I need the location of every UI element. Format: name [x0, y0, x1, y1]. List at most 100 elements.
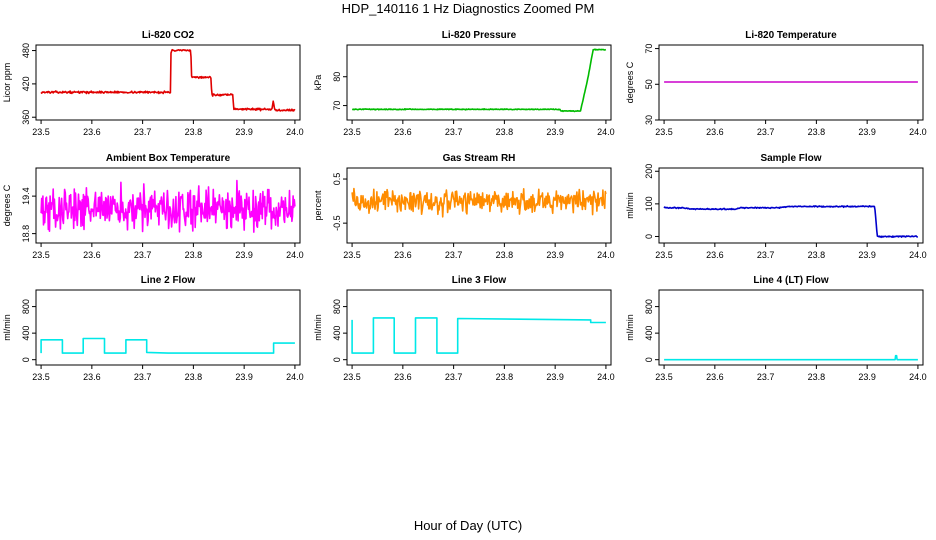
y-tick-label: 80	[332, 72, 342, 82]
x-tick-label: 23.9	[235, 250, 253, 260]
y-tick-label: 0	[21, 357, 31, 362]
panel-7: Line 2 Flow 23.5 23.6 23.7 23.8 23.9 24.0 0 400 8…	[2, 275, 304, 382]
y-axis-label: kPa	[313, 75, 323, 91]
panel-title: Li-820 Temperature	[745, 30, 837, 41]
series-line	[40, 337, 295, 354]
figure-xlabel: Hour of Day (UTC)	[413, 518, 523, 533]
x-tick-label: 23.9	[858, 372, 876, 382]
x-tick-label: 23.6	[394, 372, 412, 382]
x-tick-label: 23.8	[496, 250, 514, 260]
panel-6: Sample Flow 23.5 23.6 23.7 23.8 23.9 24.0 0 100 2…	[625, 153, 927, 260]
x-tick-label: 23.5	[32, 127, 50, 137]
series-line	[663, 204, 919, 239]
x-tick-label: 23.7	[134, 250, 152, 260]
y-tick-label: 360	[21, 110, 31, 125]
y-tick-label: 800	[332, 299, 342, 314]
x-tick-label: 23.8	[496, 372, 514, 382]
x-tick-label: 23.8	[185, 250, 203, 260]
panel-title: Li-820 Pressure	[442, 30, 517, 41]
x-tick-label: 23.5	[343, 127, 361, 137]
figure-title: HDP_140116 1 Hz Diagnostics Zoomed PM	[341, 1, 595, 16]
y-tick-label: 0	[332, 357, 342, 362]
y-tick-label: 70	[644, 44, 654, 54]
panel-title: Gas Stream RH	[443, 153, 516, 164]
panel-4: Ambient Box Temperature 23.5 23.6 23.7 23.8 2…	[2, 153, 304, 260]
y-tick-label: 400	[644, 326, 654, 341]
x-tick-label: 24.0	[909, 250, 927, 260]
y-axis-label: ml/min	[313, 314, 323, 341]
x-tick-label: 23.8	[808, 250, 826, 260]
x-tick-label: 23.5	[655, 127, 673, 137]
x-tick-label: 24.0	[597, 127, 615, 137]
y-tick-label: 200	[644, 164, 654, 179]
x-tick-label: 23.8	[496, 127, 514, 137]
x-tick-label: 23.6	[706, 372, 724, 382]
panel-title: Ambient Box Temperature	[106, 153, 231, 164]
y-axis-label: ml/min	[625, 314, 635, 341]
x-tick-label: 23.7	[445, 250, 463, 260]
x-tick-label: 23.9	[858, 127, 876, 137]
plot-frame	[658, 44, 924, 121]
plot-frame	[658, 167, 924, 244]
y-tick-label: 19.4	[21, 187, 31, 205]
y-tick-label: 420	[21, 76, 31, 91]
x-tick-label: 23.6	[394, 127, 412, 137]
x-tick-label: 24.0	[286, 127, 304, 137]
y-tick-label: 70	[332, 101, 342, 111]
x-tick-label: 23.9	[235, 127, 253, 137]
x-tick-label: 23.7	[757, 127, 775, 137]
panel-5: Gas Stream RH 23.5 23.6 23.7 23.8 23.9 24.0 -0.…	[313, 153, 615, 260]
x-tick-label: 23.8	[185, 372, 203, 382]
panel-8: Line 3 Flow 23.5 23.6 23.7 23.8 23.9 24.0 0 400 8…	[313, 275, 615, 382]
y-tick-label: 400	[21, 326, 31, 341]
panel-1: Li-820 CO2 23.5 23.6 23.7 23.8 23.9 24.0 360 420…	[2, 30, 304, 137]
x-tick-label: 23.9	[546, 372, 564, 382]
x-tick-label: 23.5	[32, 250, 50, 260]
y-tick-label: 18.8	[21, 225, 31, 243]
y-axis-label: Licor ppm	[2, 63, 12, 103]
x-tick-label: 24.0	[286, 372, 304, 382]
x-tick-label: 24.0	[909, 372, 927, 382]
y-axis-label: ml/min	[2, 314, 12, 341]
x-tick-label: 23.6	[394, 250, 412, 260]
series-line	[351, 48, 607, 113]
y-tick-label: 800	[644, 299, 654, 314]
x-tick-label: 23.8	[808, 127, 826, 137]
plot-frame	[346, 44, 612, 121]
plot-frame	[658, 289, 924, 366]
x-tick-label: 24.0	[286, 250, 304, 260]
x-tick-label: 23.6	[706, 127, 724, 137]
y-tick-label: 800	[21, 299, 31, 314]
y-tick-label: 50	[644, 79, 654, 89]
series-line	[351, 187, 607, 218]
panel-title: Line 4 (LT) Flow	[753, 275, 829, 286]
y-axis-label: percent	[313, 190, 323, 221]
series-line	[40, 48, 296, 112]
y-tick-label: 480	[21, 43, 31, 58]
series-line	[351, 317, 606, 354]
panel-9: Line 4 (LT) Flow 23.5 23.6 23.7 23.8 23.9 24.0…	[625, 275, 927, 382]
x-tick-label: 23.7	[757, 372, 775, 382]
y-axis-label: degrees C	[2, 184, 12, 226]
x-tick-label: 23.7	[134, 372, 152, 382]
plot-frame	[346, 289, 612, 366]
x-tick-label: 23.7	[757, 250, 775, 260]
plot-frame	[35, 44, 301, 121]
y-tick-label: 30	[644, 115, 654, 125]
x-tick-label: 23.6	[83, 250, 101, 260]
panel-title: Li-820 CO2	[142, 30, 195, 41]
panel-title: Line 3 Flow	[452, 275, 507, 286]
x-tick-label: 23.7	[445, 372, 463, 382]
x-tick-label: 23.9	[858, 250, 876, 260]
y-tick-label: 0.5	[332, 173, 342, 186]
panel-title: Line 2 Flow	[141, 275, 196, 286]
plot-frame	[346, 167, 612, 244]
y-axis-label: ml/min	[625, 192, 635, 219]
panel-3: Li-820 Temperature 23.5 23.6 23.7 23.8 23.9 24…	[625, 30, 927, 137]
x-tick-label: 24.0	[597, 372, 615, 382]
x-tick-label: 23.5	[655, 372, 673, 382]
panel-2: Li-820 Pressure 23.5 23.6 23.7 23.8 23.9 24.0 7…	[313, 30, 615, 137]
y-tick-label: 0	[644, 357, 654, 362]
